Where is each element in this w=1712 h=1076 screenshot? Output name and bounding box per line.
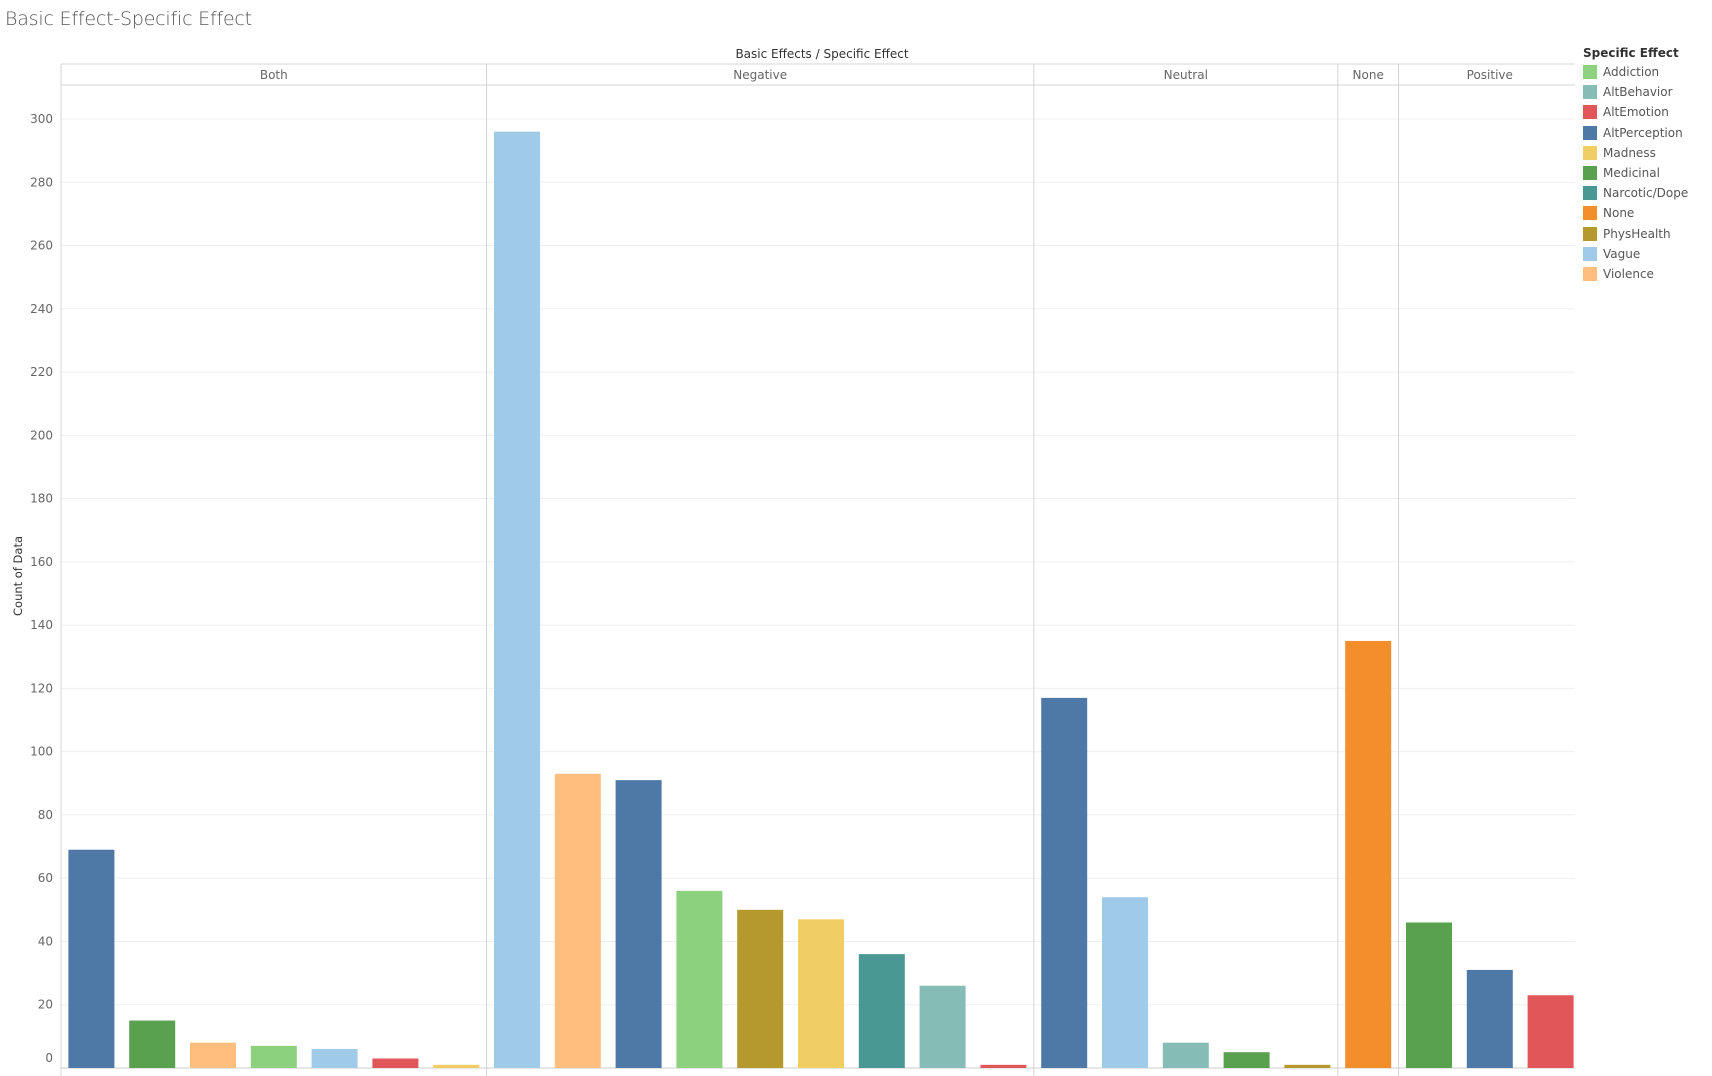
legend-label: AltBehavior (1603, 85, 1673, 100)
legend-item[interactable]: Madness (1583, 143, 1708, 163)
legend-swatch (1583, 186, 1597, 201)
bar (1284, 1064, 1331, 1068)
legend-item[interactable]: None (1583, 203, 1708, 223)
y-tick-label: 240 (30, 302, 53, 316)
y-tick-label: 180 (30, 492, 53, 506)
legend-label: PhysHealth (1603, 226, 1671, 241)
legend-item[interactable]: Medicinal (1583, 163, 1708, 183)
bar (737, 909, 784, 1068)
header-label: Basic Effects / Specific Effect (735, 47, 908, 61)
panel-header: None (1353, 68, 1384, 82)
y-tick-label: 20 (38, 998, 53, 1012)
legend-swatch (1583, 65, 1597, 80)
bar (311, 1049, 358, 1068)
bar (190, 1042, 236, 1068)
y-tick-label: 160 (30, 555, 53, 569)
legend: Specific Effect Addiction AltBehavior AltE… (1583, 46, 1708, 284)
y-axis-title: Count of Data (11, 536, 25, 616)
bar (676, 890, 723, 1068)
bar (980, 1064, 1027, 1068)
y-tick-label: 120 (30, 681, 53, 695)
bar (1527, 995, 1574, 1068)
y-tick-label: 200 (30, 428, 53, 442)
bar (250, 1045, 297, 1068)
bar (1223, 1052, 1270, 1068)
legend-label: Medicinal (1603, 166, 1660, 181)
legend-swatch (1583, 226, 1597, 241)
y-tick-label: 260 (30, 239, 53, 253)
legend-label: AltEmotion (1603, 105, 1669, 120)
bar (1466, 969, 1513, 1068)
legend-label: Narcotic/Dope (1603, 186, 1689, 201)
bar (129, 1020, 176, 1068)
bar (554, 773, 601, 1068)
legend-swatch (1583, 105, 1597, 120)
bar (1345, 640, 1392, 1068)
legend-item[interactable]: PhysHealth (1583, 224, 1708, 244)
legend-items: Addiction AltBehavior AltEmotion AltPercept… (1583, 62, 1708, 284)
bar-chart: 0 20 40 60 80 100 120 140 160 180 200 220 240 260 280 3… (11, 47, 1575, 1076)
y-tick-label: 280 (30, 175, 53, 189)
legend-item[interactable]: Violence (1583, 264, 1708, 284)
legend-label: AltPerception (1603, 125, 1683, 140)
y-tick-label: 100 (30, 745, 53, 759)
legend-item[interactable]: AltEmotion (1583, 102, 1708, 122)
legend-item[interactable]: Addiction (1583, 62, 1708, 82)
panel-header: Both (260, 68, 288, 82)
panel-header: Neutral (1164, 68, 1208, 82)
bar (798, 919, 844, 1068)
y-tick-label: 60 (38, 871, 53, 885)
bar (68, 849, 115, 1068)
legend-swatch (1583, 266, 1597, 281)
y-tick-label: 220 (30, 365, 53, 379)
legend-item[interactable]: Vague (1583, 244, 1708, 264)
legend-swatch (1583, 166, 1597, 181)
panel-header: Negative (733, 68, 787, 82)
legend-swatch (1583, 85, 1597, 100)
bar (1041, 697, 1088, 1068)
bar (494, 131, 540, 1069)
y-tick-label: 140 (30, 618, 53, 632)
legend-item[interactable]: AltBehavior (1583, 82, 1708, 102)
bar (433, 1064, 480, 1068)
panel-header: Positive (1467, 68, 1513, 82)
bar (1102, 897, 1148, 1068)
legend-swatch (1583, 246, 1597, 261)
y-tick-label: 40 (38, 934, 53, 948)
bar (372, 1058, 419, 1068)
legend-label: Violence (1603, 266, 1654, 281)
legend-label: Madness (1603, 145, 1656, 160)
legend-item[interactable]: Narcotic/Dope (1583, 183, 1708, 203)
y-tick-label: 300 (30, 112, 53, 126)
y-tick-label: 80 (38, 808, 53, 822)
chart-title: Basic Effect-Specific Effect (5, 8, 252, 30)
bar (858, 954, 905, 1068)
legend-swatch (1583, 125, 1597, 140)
bar (615, 780, 662, 1068)
bar (1406, 922, 1452, 1068)
legend-swatch (1583, 206, 1597, 221)
legend-label: None (1603, 206, 1635, 221)
legend-swatch (1583, 145, 1597, 160)
legend-label: Addiction (1603, 65, 1660, 80)
bar (1162, 1042, 1209, 1068)
y-tick-label: 0 (45, 1051, 53, 1065)
legend-label: Vague (1603, 246, 1641, 261)
bar (919, 985, 966, 1068)
legend-item[interactable]: AltPerception (1583, 123, 1708, 143)
legend-title: Specific Effect (1583, 46, 1679, 60)
